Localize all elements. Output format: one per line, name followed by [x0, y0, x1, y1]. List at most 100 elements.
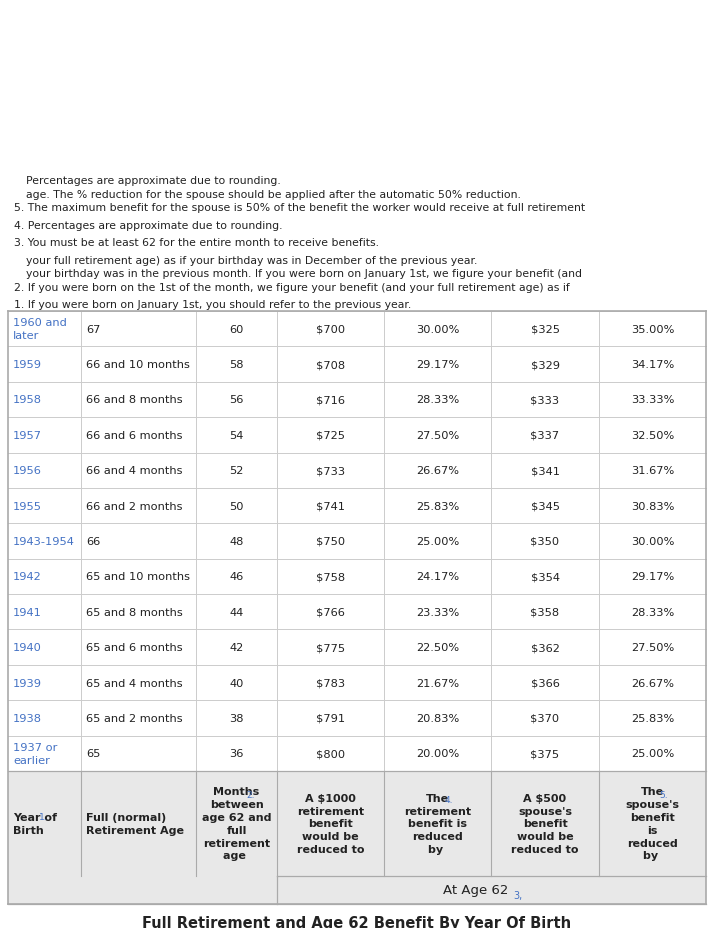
- Text: age. The % reduction for the spouse should be applied after the automatic 50% re: age. The % reduction for the spouse shou…: [26, 189, 521, 200]
- Text: 1937 or
earlier: 1937 or earlier: [13, 742, 57, 765]
- Text: 44: 44: [229, 607, 243, 617]
- Text: 60: 60: [229, 325, 243, 334]
- Text: 1940: 1940: [13, 642, 42, 652]
- Text: 24.17%: 24.17%: [416, 572, 459, 582]
- Text: 1938: 1938: [13, 713, 42, 723]
- Text: $329: $329: [531, 360, 560, 369]
- Text: 38: 38: [229, 713, 243, 723]
- Text: $341: $341: [531, 466, 560, 476]
- Text: $345: $345: [531, 501, 560, 511]
- Text: $716: $716: [316, 395, 345, 405]
- Text: 33.33%: 33.33%: [630, 395, 674, 405]
- Text: 50: 50: [229, 501, 243, 511]
- Text: 66 and 8 months: 66 and 8 months: [86, 395, 183, 405]
- Text: 4. Percentages are approximate due to rounding.: 4. Percentages are approximate due to ro…: [14, 220, 283, 230]
- Text: 3,: 3,: [513, 890, 523, 900]
- Text: 1955: 1955: [13, 501, 42, 511]
- Text: $750: $750: [316, 536, 345, 547]
- Text: $354: $354: [531, 572, 560, 582]
- Text: 2. If you were born on the 1st of the month, we figure your benefit (and your fu: 2. If you were born on the 1st of the mo…: [14, 282, 570, 292]
- Text: $791: $791: [316, 713, 345, 723]
- Text: $775: $775: [316, 642, 345, 652]
- Text: 54: 54: [229, 431, 243, 441]
- Text: 27.50%: 27.50%: [416, 431, 459, 441]
- Text: $766: $766: [316, 607, 345, 617]
- Text: 20.83%: 20.83%: [416, 713, 459, 723]
- Text: 56: 56: [229, 395, 243, 405]
- Text: 1.: 1.: [39, 812, 48, 820]
- Text: The
retirement
benefit is
reduced
by: The retirement benefit is reduced by: [404, 793, 471, 854]
- Text: 23.33%: 23.33%: [416, 607, 459, 617]
- Text: 30.00%: 30.00%: [416, 325, 459, 334]
- Text: $375: $375: [531, 749, 560, 758]
- Text: your birthday was in the previous month. If you were born on January 1st, we fig: your birthday was in the previous month.…: [26, 269, 582, 278]
- Text: 25.83%: 25.83%: [630, 713, 674, 723]
- Text: 25.83%: 25.83%: [416, 501, 459, 511]
- Text: $708: $708: [316, 360, 345, 369]
- Text: 65: 65: [86, 749, 101, 758]
- Text: $800: $800: [316, 749, 345, 758]
- Text: 36: 36: [229, 749, 243, 758]
- Text: 22.50%: 22.50%: [416, 642, 459, 652]
- Text: 29.17%: 29.17%: [416, 360, 459, 369]
- Text: $337: $337: [531, 431, 560, 441]
- Text: 34.17%: 34.17%: [630, 360, 674, 369]
- Text: 1941: 1941: [13, 607, 42, 617]
- Text: 42: 42: [229, 642, 243, 652]
- Text: $333: $333: [531, 395, 560, 405]
- Text: 29.17%: 29.17%: [630, 572, 674, 582]
- Text: 65 and 2 months: 65 and 2 months: [86, 713, 183, 723]
- Text: 5. The maximum benefit for the spouse is 50% of the benefit the worker would rec: 5. The maximum benefit for the spouse is…: [14, 203, 585, 213]
- Text: 21.67%: 21.67%: [416, 677, 459, 688]
- Text: 2.: 2.: [246, 791, 254, 799]
- Bar: [8, 876, 706, 904]
- Text: 1939: 1939: [13, 677, 42, 688]
- Text: Year of
Birth: Year of Birth: [13, 812, 57, 835]
- Text: 25.00%: 25.00%: [416, 536, 459, 547]
- Text: 28.33%: 28.33%: [630, 607, 674, 617]
- Text: $725: $725: [316, 431, 345, 441]
- Text: $741: $741: [316, 501, 345, 511]
- Text: $700: $700: [316, 325, 345, 334]
- Text: 27.50%: 27.50%: [630, 642, 674, 652]
- Text: Percentages are approximate due to rounding.: Percentages are approximate due to round…: [26, 175, 281, 186]
- Text: 26.67%: 26.67%: [631, 677, 674, 688]
- Text: $783: $783: [316, 677, 345, 688]
- Text: 1958: 1958: [13, 395, 42, 405]
- Text: Full Retirement and Age 62 Benefit By Year Of Birth: Full Retirement and Age 62 Benefit By Ye…: [142, 915, 572, 928]
- Text: 67: 67: [86, 325, 101, 334]
- Text: 28.33%: 28.33%: [416, 395, 459, 405]
- Text: 20.00%: 20.00%: [416, 749, 459, 758]
- Text: $370: $370: [531, 713, 560, 723]
- Text: 65 and 4 months: 65 and 4 months: [86, 677, 183, 688]
- Text: 30.83%: 30.83%: [630, 501, 674, 511]
- Text: A $500
spouse's
benefit
would be
reduced to: A $500 spouse's benefit would be reduced…: [511, 793, 579, 854]
- Text: 5.: 5.: [660, 791, 668, 799]
- Text: Months
between
age 62 and
full
retirement
age: Months between age 62 and full retiremen…: [202, 787, 271, 860]
- Text: The
spouse's
benefit
is
reduced
by: The spouse's benefit is reduced by: [625, 787, 679, 860]
- Text: $362: $362: [531, 642, 560, 652]
- Text: 1943-1954: 1943-1954: [13, 536, 75, 547]
- Text: 1959: 1959: [13, 360, 42, 369]
- Text: 48: 48: [229, 536, 243, 547]
- Text: 1956: 1956: [13, 466, 42, 476]
- Text: $350: $350: [531, 536, 560, 547]
- Text: 65 and 8 months: 65 and 8 months: [86, 607, 183, 617]
- Text: 26.67%: 26.67%: [416, 466, 459, 476]
- Text: $358: $358: [531, 607, 560, 617]
- Text: $366: $366: [531, 677, 560, 688]
- Text: 1957: 1957: [13, 431, 42, 441]
- Text: 65 and 6 months: 65 and 6 months: [86, 642, 183, 652]
- Text: $758: $758: [316, 572, 345, 582]
- Text: $325: $325: [531, 325, 560, 334]
- Text: At Age 62: At Age 62: [443, 883, 512, 896]
- Text: 1. If you were born on January 1st, you should refer to the previous year.: 1. If you were born on January 1st, you …: [14, 300, 411, 310]
- Text: 58: 58: [229, 360, 243, 369]
- Text: 4.: 4.: [445, 795, 453, 805]
- Text: 35.00%: 35.00%: [630, 325, 674, 334]
- Text: 46: 46: [229, 572, 243, 582]
- Text: $733: $733: [316, 466, 345, 476]
- Text: Full (normal)
Retirement Age: Full (normal) Retirement Age: [86, 812, 184, 835]
- Text: 65 and 10 months: 65 and 10 months: [86, 572, 190, 582]
- Text: 66 and 10 months: 66 and 10 months: [86, 360, 190, 369]
